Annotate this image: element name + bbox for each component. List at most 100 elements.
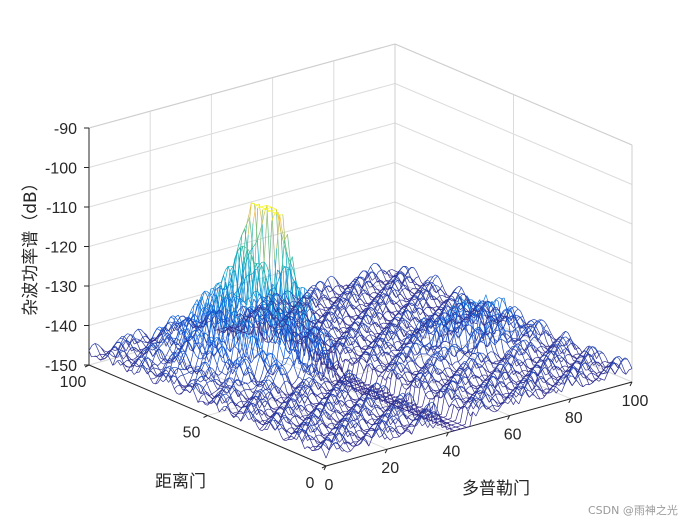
mesh-segment	[605, 361, 609, 364]
mesh-segment	[305, 377, 310, 380]
mesh-segment	[422, 301, 427, 309]
mesh-segment	[436, 368, 441, 370]
mesh-segment	[565, 365, 569, 368]
mesh-segment	[474, 353, 479, 358]
mesh-segment	[363, 308, 368, 312]
mesh-segment	[198, 301, 202, 322]
mesh-segment	[159, 368, 163, 371]
mesh-segment	[261, 392, 265, 398]
mesh-segment	[270, 387, 274, 392]
mesh-segment	[382, 271, 387, 275]
mesh-segment	[183, 373, 187, 376]
mesh-segment	[474, 326, 479, 330]
mesh-segment	[344, 422, 349, 430]
mesh-segment	[396, 372, 401, 375]
mesh-segment	[500, 371, 505, 375]
mesh-segment	[547, 364, 552, 369]
mesh-segment	[193, 385, 197, 391]
mesh-segment	[326, 393, 331, 401]
mesh-segment	[145, 357, 149, 360]
mesh-segment	[301, 434, 306, 442]
mesh-segment	[276, 209, 280, 271]
mesh-segment	[294, 415, 299, 418]
mesh-segment	[387, 411, 392, 419]
mesh-segment	[519, 340, 524, 345]
mesh-segment	[507, 353, 511, 356]
mesh-segment	[178, 380, 183, 386]
mesh-segment	[254, 268, 259, 293]
mesh-segment	[346, 361, 350, 375]
mesh-segment	[268, 408, 272, 411]
mesh-segment	[133, 356, 138, 360]
mesh-segment	[130, 334, 134, 339]
mesh-segment	[318, 434, 323, 437]
mesh-segment	[387, 333, 391, 339]
mesh-segment	[267, 317, 271, 326]
mesh-segment	[255, 395, 259, 400]
mesh-segment	[263, 357, 267, 363]
mesh-segment	[263, 317, 267, 335]
mesh-segment	[231, 377, 235, 382]
mesh-segment	[474, 374, 478, 377]
mesh-segment	[343, 290, 348, 294]
mesh-segment	[514, 314, 518, 317]
mesh-segment	[564, 354, 569, 357]
mesh-segment	[190, 370, 195, 379]
mesh-segment	[336, 447, 340, 450]
mesh-segment	[434, 379, 438, 382]
mesh-segment	[355, 421, 360, 428]
mesh-segment	[238, 324, 242, 349]
mesh-segment	[431, 278, 435, 286]
mesh-segment	[202, 346, 207, 358]
mesh-segment	[300, 331, 304, 334]
mesh-segment	[399, 352, 403, 357]
mesh-segment	[510, 362, 515, 369]
mesh-segment	[392, 323, 397, 328]
mesh-segment	[240, 261, 245, 304]
mesh-segment	[328, 413, 333, 420]
mesh-segment	[312, 290, 316, 296]
mesh-segment	[393, 310, 397, 313]
mesh-segment	[270, 295, 274, 326]
mesh-segment	[177, 314, 182, 323]
mesh-segment	[298, 393, 303, 400]
mesh-segment	[272, 359, 277, 363]
mesh-segment	[331, 402, 335, 404]
mesh-segment	[364, 398, 368, 404]
mesh-segment	[265, 379, 270, 382]
mesh-segment	[530, 371, 534, 376]
mesh-segment	[399, 320, 403, 326]
mesh-segment	[369, 285, 373, 288]
mesh-segment	[229, 365, 233, 375]
mesh-segment	[337, 336, 342, 341]
mesh-segment	[317, 349, 321, 359]
mesh-segment	[303, 363, 308, 367]
mesh-segment	[164, 336, 169, 341]
mesh-segment	[245, 413, 249, 420]
mesh-segment	[173, 353, 177, 360]
mesh-segment	[390, 343, 395, 349]
mesh-segment	[339, 438, 343, 443]
mesh-segment	[325, 423, 330, 429]
mesh-segment	[500, 338, 505, 342]
mesh-segment	[382, 305, 387, 313]
mesh-segment	[423, 282, 428, 286]
mesh-segment	[507, 368, 512, 374]
mesh-segment	[285, 265, 290, 296]
mesh-segment	[322, 297, 326, 299]
mesh-segment	[321, 381, 325, 386]
mesh-segment	[402, 287, 406, 290]
mesh-segment	[179, 374, 184, 377]
mesh-segment	[396, 299, 400, 304]
mesh-segment	[150, 367, 154, 371]
mesh-segment	[241, 309, 245, 319]
mesh-segment	[345, 369, 350, 376]
mesh-segment	[200, 352, 205, 360]
mesh-segment	[294, 308, 298, 314]
mesh-segment	[172, 338, 177, 344]
mesh-segment	[187, 322, 192, 343]
grid-line	[394, 122, 633, 225]
mesh-segment	[346, 346, 350, 349]
mesh-segment	[209, 312, 214, 336]
mesh-segment	[437, 351, 442, 355]
